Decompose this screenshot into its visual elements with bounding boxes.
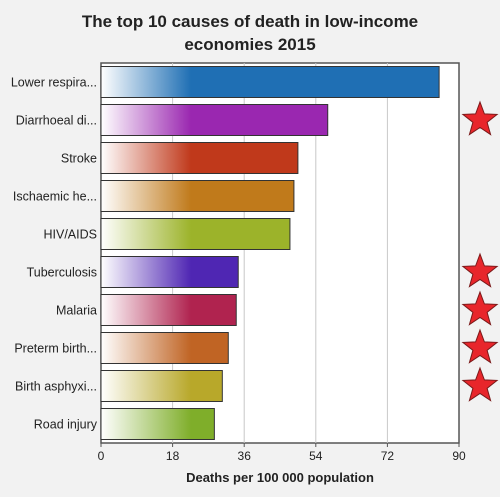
category-label: Birth asphyxi... <box>15 380 97 394</box>
bar <box>100 180 295 212</box>
chart-title-line-2: economies 2015 <box>184 35 316 54</box>
category-label: Ischaemic he... <box>13 190 97 204</box>
x-tick-label: 72 <box>381 449 395 463</box>
category-label: Malaria <box>56 304 97 318</box>
chart-title-line-1: The top 10 causes of death in low-income <box>81 12 419 31</box>
star-icon <box>461 366 499 402</box>
bar <box>100 66 440 98</box>
category-label: Preterm birth... <box>14 342 97 356</box>
category-label: Lower respira... <box>11 76 97 90</box>
star-icon <box>461 328 499 364</box>
bar <box>100 408 215 440</box>
category-label: Road injury <box>34 418 98 432</box>
x-axis-title: Deaths per 100 000 population <box>186 470 374 485</box>
bar <box>100 294 237 326</box>
bar <box>100 370 223 402</box>
x-tick-label: 36 <box>238 449 252 463</box>
x-tick-label: 54 <box>309 449 323 463</box>
bar <box>100 332 229 364</box>
category-label: Tuberculosis <box>27 266 97 280</box>
bar <box>100 104 329 136</box>
category-label: Diarrhoeal di... <box>16 114 97 128</box>
bar <box>100 142 299 174</box>
bar <box>100 256 239 288</box>
star-icon <box>461 100 499 136</box>
x-tick-label: 90 <box>452 449 466 463</box>
chart-title: The top 10 causes of death in low-income… <box>0 10 500 56</box>
category-label: Stroke <box>61 152 97 166</box>
category-label: HIV/AIDS <box>44 228 98 242</box>
star-icon <box>461 290 499 326</box>
bar <box>100 218 291 250</box>
x-tick-label: 18 <box>166 449 180 463</box>
x-tick-label: 0 <box>98 449 105 463</box>
star-icon <box>461 252 499 288</box>
